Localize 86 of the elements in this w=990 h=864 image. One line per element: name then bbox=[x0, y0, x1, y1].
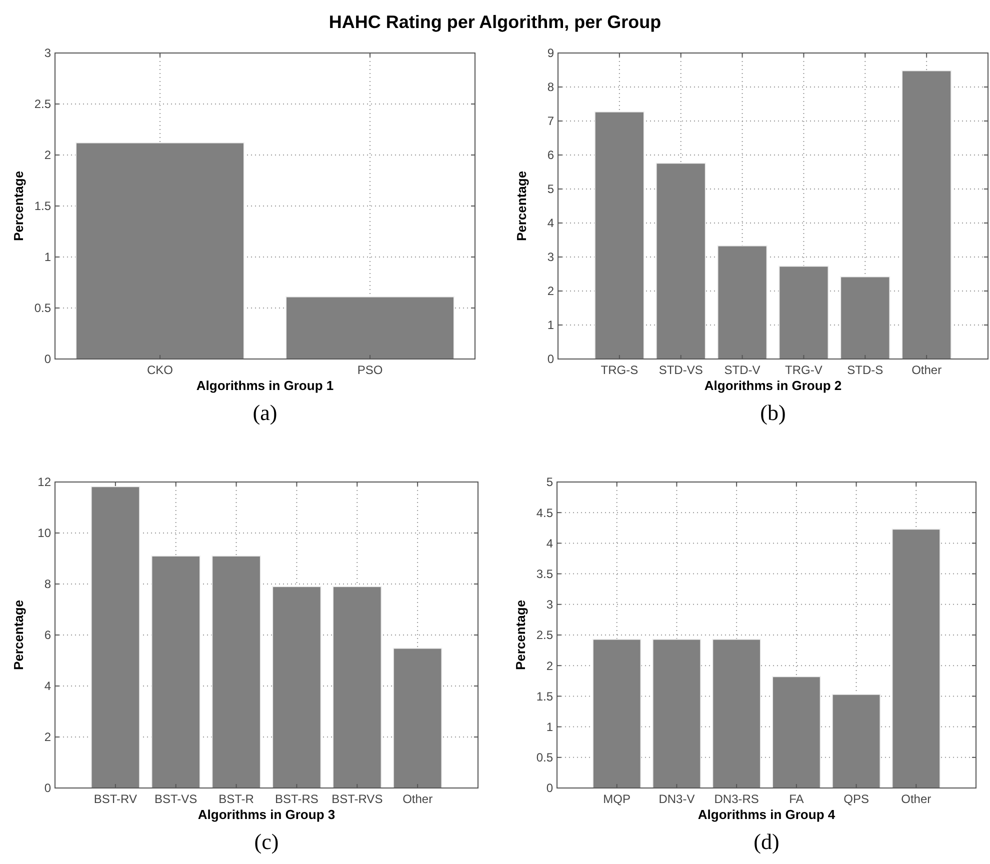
bar bbox=[778, 266, 829, 360]
x-tick-label: BST-RVS bbox=[332, 792, 383, 806]
y-tick-label: 1 bbox=[546, 720, 554, 734]
y-tick-label: 3 bbox=[546, 598, 554, 612]
x-tick-label: BST-RS bbox=[275, 792, 318, 806]
x-tick-label: DN3-RS bbox=[714, 792, 759, 806]
y-tick-label: 4.5 bbox=[536, 506, 554, 520]
x-tick-label: QPS bbox=[844, 792, 869, 806]
x-tick-label: PSO bbox=[357, 363, 383, 377]
bar bbox=[212, 555, 261, 788]
bar bbox=[832, 694, 881, 788]
bar bbox=[332, 586, 382, 788]
x-tick-label: STD-S bbox=[847, 363, 884, 377]
x-tick-label: BST-R bbox=[218, 792, 254, 806]
y-tick-label: 0 bbox=[547, 352, 554, 366]
y-tick-label: 2 bbox=[546, 658, 554, 673]
x-tick-label: Other bbox=[912, 363, 942, 377]
x-tick-label: BST-VS bbox=[154, 792, 198, 806]
y-tick-label: 3 bbox=[547, 250, 554, 264]
x-axis-title: Algorithms in Group 3 bbox=[198, 807, 336, 822]
x-tick-label: TRG-V bbox=[785, 363, 822, 377]
bar bbox=[90, 486, 140, 788]
y-tick-label: 8 bbox=[44, 577, 52, 592]
bar bbox=[151, 555, 201, 788]
y-tick-label: 3 bbox=[44, 46, 52, 60]
y-tick-label: 6 bbox=[547, 148, 554, 162]
bar bbox=[594, 111, 644, 360]
x-axis-title: Algorithms in Group 1 bbox=[196, 378, 334, 393]
y-tick-label: 10 bbox=[38, 526, 52, 540]
text: (a) bbox=[252, 400, 278, 425]
x-tick-label: TRG-S bbox=[600, 363, 638, 377]
bar bbox=[717, 245, 768, 360]
y-tick-label: 0.5 bbox=[34, 301, 52, 316]
y-tick-label: 2 bbox=[44, 730, 52, 744]
y-axis-title: Percentage bbox=[11, 600, 26, 670]
y-tick-label: 2.5 bbox=[34, 97, 52, 112]
chart-title: HAHC Rating per Algorithm, per Group bbox=[328, 12, 662, 32]
y-tick-label: 1 bbox=[44, 250, 52, 264]
y-tick-label: 3.5 bbox=[536, 567, 554, 581]
y-tick-label: 5 bbox=[547, 182, 554, 196]
y-tick-label: 1.5 bbox=[34, 199, 52, 214]
y-axis-title: Percentage bbox=[11, 170, 26, 242]
y-tick-label: 1.5 bbox=[536, 689, 554, 704]
y-tick-label: 12 bbox=[38, 475, 52, 490]
x-axis-title: Algorithms in Group 4 bbox=[698, 807, 836, 822]
y-axis-title: Percentage bbox=[513, 600, 528, 670]
x-axis-title: Algorithms in Group 2 bbox=[704, 378, 842, 393]
x-tick-label: Other bbox=[901, 792, 932, 806]
y-tick-label: 0 bbox=[44, 781, 52, 796]
bar bbox=[392, 648, 442, 788]
bar bbox=[272, 586, 322, 788]
bar bbox=[840, 276, 890, 360]
bar bbox=[656, 162, 706, 360]
y-tick-label: 4 bbox=[547, 216, 554, 230]
bar bbox=[892, 528, 941, 788]
x-tick-label: STD-V bbox=[724, 363, 760, 377]
y-tick-label: 9 bbox=[547, 46, 554, 60]
x-tick-label: BST-RV bbox=[94, 792, 137, 806]
y-tick-label: 4 bbox=[546, 536, 554, 550]
y-axis-title: Percentage bbox=[514, 170, 529, 242]
bar bbox=[772, 676, 821, 788]
y-tick-label: 0 bbox=[546, 781, 554, 796]
x-tick-label: CKO bbox=[146, 363, 174, 377]
bar bbox=[902, 70, 952, 360]
x-tick-label: DN3-V bbox=[658, 792, 695, 806]
x-tick-label: MQP bbox=[603, 792, 631, 806]
text: (d) bbox=[754, 829, 780, 854]
y-tick-label: 2 bbox=[44, 148, 52, 162]
x-tick-label: FA bbox=[789, 792, 804, 806]
y-tick-label: 2 bbox=[547, 284, 554, 298]
y-tick-label: 6 bbox=[44, 628, 52, 642]
y-tick-label: 5 bbox=[546, 475, 554, 490]
bar bbox=[592, 638, 642, 788]
y-tick-label: 0.5 bbox=[536, 750, 554, 765]
x-tick-label: Other bbox=[402, 792, 433, 806]
y-tick-label: 7 bbox=[547, 114, 554, 128]
bar bbox=[652, 638, 702, 788]
x-tick-label: STD-VS bbox=[658, 363, 703, 377]
bar bbox=[712, 638, 762, 788]
y-tick-label: 8 bbox=[547, 80, 554, 94]
y-tick-label: 0 bbox=[44, 352, 52, 366]
y-tick-label: 4 bbox=[44, 679, 52, 694]
y-tick-label: 1 bbox=[547, 318, 554, 332]
text: (b) bbox=[760, 400, 786, 425]
y-tick-label: 2.5 bbox=[536, 628, 554, 642]
text: (c) bbox=[254, 829, 279, 854]
